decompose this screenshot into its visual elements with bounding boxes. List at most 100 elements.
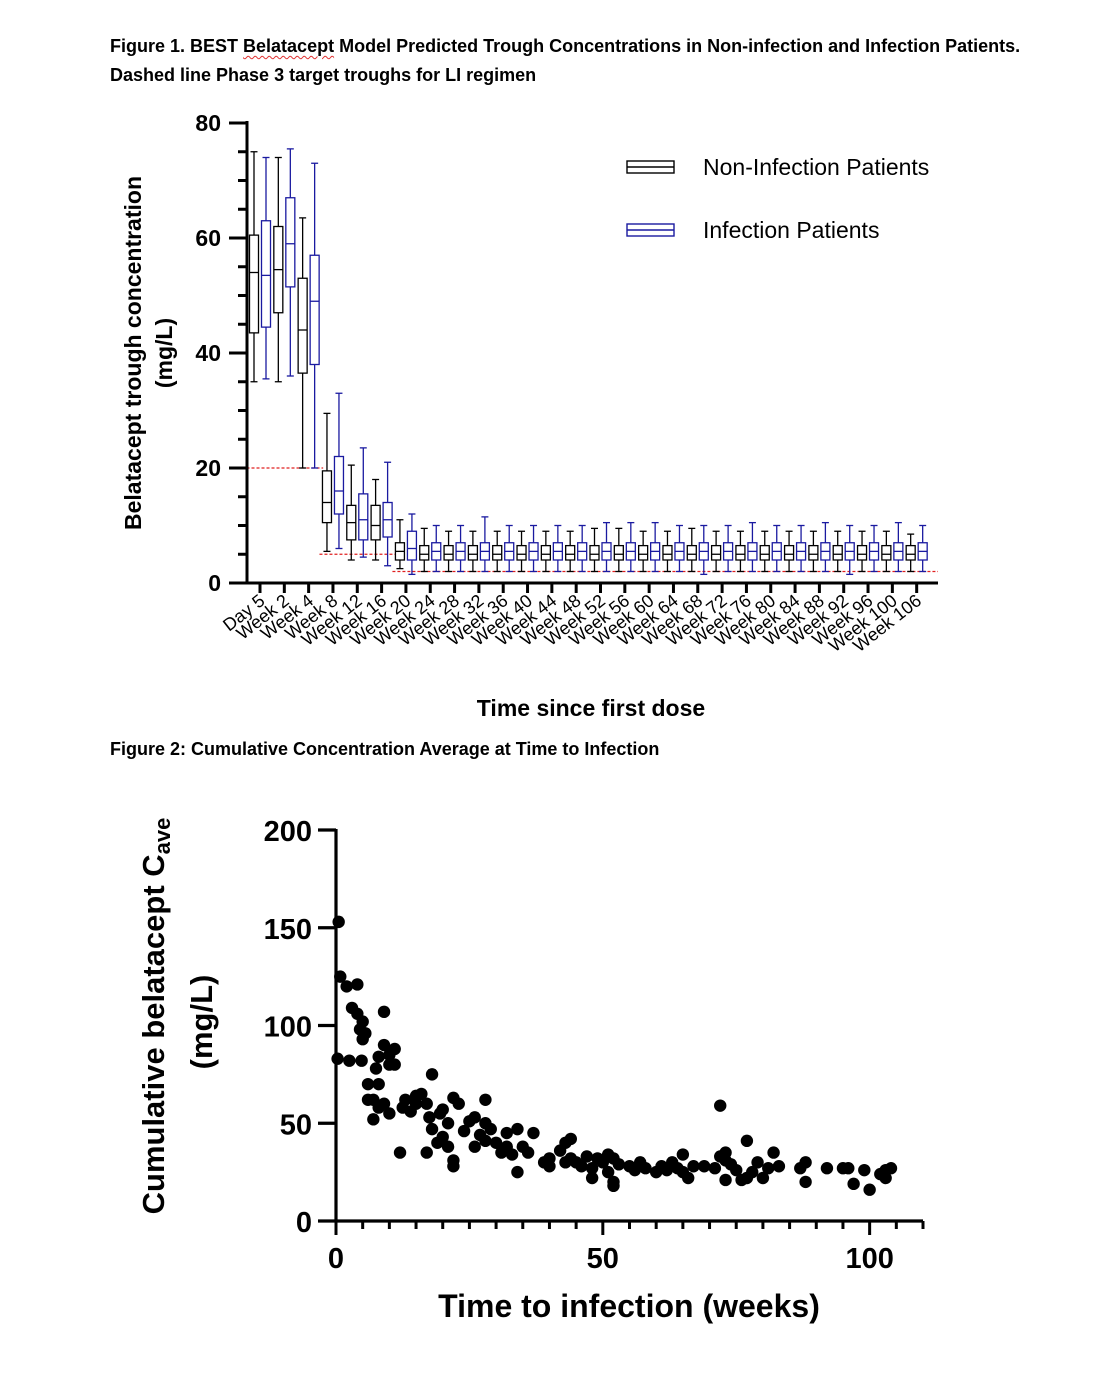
scatter-point-26 [383,1107,396,1120]
box-infection-7 [431,524,442,573]
scatter-point-60 [489,1136,503,1150]
box-non-infection-13 [565,530,576,573]
scatter-point-18 [372,1050,385,1063]
y-tick-label: 80 [195,110,221,136]
scatter-point-11 [355,1054,368,1067]
box-non-infection-2 [297,217,308,469]
box-non-infection-19 [710,530,722,573]
scatter-point-104 [698,1160,711,1173]
scatter-point-38 [423,1111,436,1124]
box-iqr [637,544,649,561]
scatter-point-115 [740,1134,754,1148]
box-non-infection-20 [735,530,746,573]
scatter-point-15 [367,1113,380,1126]
box-infection-16 [649,521,661,573]
caption-1-spellcheck-word: Belatacept [243,36,335,56]
y-axis-title-line1: Cumulative belatacept Cave [136,818,175,1215]
box-infection-25 [868,524,880,573]
scatter-point-125 [820,1162,834,1175]
scatter-point-120 [767,1146,780,1159]
box-non-infection-0 [248,151,260,383]
y-tick-label: 50 [280,1109,312,1141]
box-non-infection-17 [662,530,673,573]
box-non-infection-10 [492,530,503,573]
scatter-point-89 [607,1175,620,1189]
scatter-point-72 [543,1160,556,1173]
scatter-point-90 [612,1158,626,1171]
box-infection-13 [577,524,588,573]
figure-1-caption: Figure 1. BEST Belatacept Model Predicte… [110,32,1030,90]
box-iqr [467,544,479,561]
box-infection-22 [795,524,807,573]
box-infection-17 [674,524,685,573]
box-infection-27 [917,524,928,573]
scatter-point-31 [399,1093,412,1106]
scatter-point-94 [639,1162,652,1175]
scatter-point-112 [730,1163,743,1177]
box-non-infection-8 [443,530,454,573]
y-axis-title-main: Cumulative belatacept C [136,854,171,1214]
box-infection-19 [722,524,734,573]
scatter-point-66 [511,1165,524,1179]
scatter-point-105 [708,1162,722,1175]
scatter-point-103 [687,1160,700,1173]
x-axis-title: Time since first dose [477,695,705,721]
scatter-point-128 [847,1177,860,1191]
box-infection-5 [382,461,393,567]
scatter-point-68 [521,1146,535,1159]
box-iqr [905,544,916,561]
scatter-point-121 [772,1160,786,1173]
box-non-infection-14 [589,527,600,573]
box-iqr [492,544,503,561]
box-non-infection-23 [808,530,819,573]
y-tick-label: 60 [195,225,221,251]
box-iqr [443,544,454,561]
box-non-infection-18 [686,527,697,573]
scatter-point-134 [879,1163,892,1177]
scatter-point-54 [468,1111,481,1124]
box-iqr [856,544,868,561]
x-tick-label: 0 [328,1243,344,1275]
x-tick-label: 100 [845,1243,893,1275]
y-tick-label: 0 [208,570,221,596]
scatter-point-69 [527,1126,540,1140]
y-tick-label: 100 [264,1012,312,1044]
scatter-point-76 [564,1132,577,1146]
scatter-point-12 [359,1027,372,1040]
scatter-point-19 [372,1077,385,1091]
box-iqr [406,530,418,561]
box-non-infection-3 [321,412,333,553]
box-iqr [297,277,308,374]
scatter-point-62 [500,1126,513,1140]
box-iqr [321,470,333,524]
box-iqr [735,544,746,561]
box-non-infection-21 [759,530,770,573]
box-iqr [419,544,430,561]
box-iqr [613,544,624,561]
y-axis-title-line2: (mg/L) [184,975,219,1070]
y-tick-label: 40 [195,340,221,366]
box-infection-9 [479,516,491,573]
box-non-infection-25 [856,530,868,573]
box-iqr [759,544,770,561]
scatter-point-17 [369,1062,383,1075]
figure-2-caption: Figure 2: Cumulative Concentration Avera… [110,739,660,759]
box-non-infection-22 [783,530,795,573]
box-iqr [589,544,600,561]
scatter-point-37 [420,1146,433,1159]
box-infection-24 [844,524,855,576]
box-iqr [662,544,673,561]
y-tick-label: 20 [195,455,221,481]
box-iqr [710,544,722,561]
scatter-point-44 [436,1130,449,1144]
scatter-point-109 [719,1146,732,1159]
box-infection-3 [333,392,345,550]
scatter-point-9 [356,1015,369,1028]
y-axis-title-line2: (mg/L) [151,318,177,388]
scatter-point-53 [468,1140,481,1153]
scatter-point-130 [863,1183,876,1196]
box-non-infection-11 [516,530,527,573]
scatter-point-2 [340,980,353,993]
box-infection-26 [893,521,904,573]
